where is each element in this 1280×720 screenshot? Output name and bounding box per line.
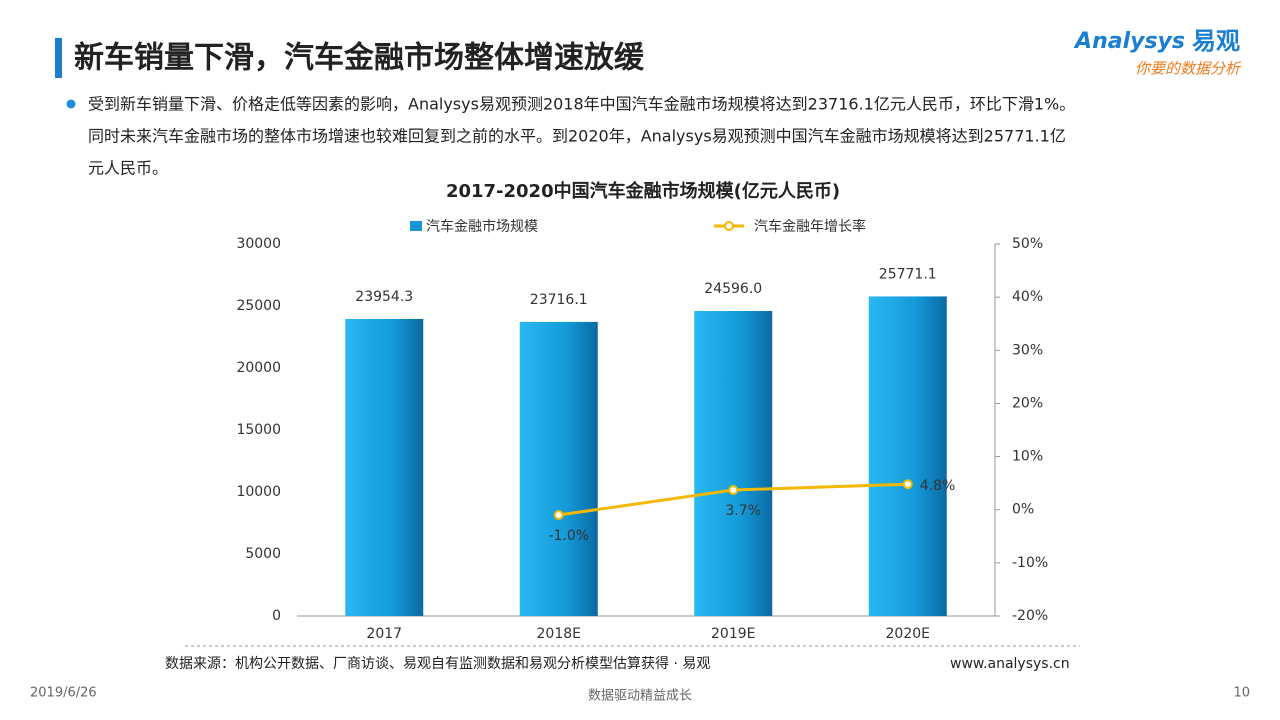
y2-tick-label: -20% [1012, 608, 1048, 624]
bullet-line: 受到新车销量下滑、价格走低等因素的影响，Analysys易观预测2018年中国汽… [88, 95, 1075, 114]
x-tick-label: 2018E [537, 626, 581, 642]
x-tick-label: 2017 [366, 626, 402, 642]
y2-tick-label: -10% [1012, 555, 1048, 571]
line-point [728, 485, 739, 496]
logo-brand-cn: 易观 [1192, 27, 1240, 55]
source-website: www.analysys.cn [950, 656, 1070, 672]
y-tick-label: 0 [272, 608, 281, 624]
logo-brand: Analysys [1073, 29, 1185, 54]
slide-title: 新车销量下滑，汽车金融市场整体增速放缓 [74, 41, 645, 76]
y2-tick-label: 20% [1012, 395, 1043, 411]
y-tick-label: 30000 [236, 236, 281, 252]
y2-tick-label: 0% [1012, 502, 1034, 518]
y-tick-label: 15000 [236, 422, 281, 438]
bar-value-label: 23954.3 [355, 289, 413, 305]
legend-label: 汽车金融市场规模 [426, 218, 538, 235]
bullet-dot [66, 99, 76, 109]
bullet-line: 同时未来汽车金融市场的整体市场增速也较难回复到之前的水平。到2020年，Anal… [88, 127, 1066, 146]
footer-slogan: 数据驱动精益成长 [588, 689, 692, 704]
y-tick-label: 10000 [236, 484, 281, 500]
bar [345, 318, 424, 616]
bar-value-label: 24596.0 [704, 281, 762, 297]
y2-tick-label: 30% [1012, 342, 1043, 358]
y-tick-label: 25000 [236, 298, 281, 314]
x-tick-label: 2019E [711, 626, 755, 642]
y-tick-label: 20000 [236, 360, 281, 376]
footer-date: 2019/6/26 [30, 686, 97, 701]
line-value-label: 4.8% [920, 478, 956, 494]
logo-slogan: 你要的数据分析 [1135, 60, 1242, 78]
bar [519, 321, 598, 616]
page-number: 10 [1233, 686, 1250, 701]
bar-value-label: 23716.1 [530, 292, 588, 308]
title-accent [55, 38, 62, 78]
y-tick-label: 5000 [245, 546, 281, 562]
line-value-label: -1.0% [548, 528, 589, 544]
bar-value-label: 25771.1 [879, 266, 937, 282]
chart-title: 2017-2020中国汽车金融市场规模(亿元人民币) [446, 180, 840, 202]
y2-tick-label: 50% [1012, 236, 1043, 252]
source-text: 数据来源：机构公开数据、厂商访谈、易观自有监测数据和易观分析模型估算获得 · 易… [165, 655, 710, 672]
line-point [553, 510, 564, 521]
line-value-label: 3.7% [725, 503, 761, 519]
legend-swatch [410, 221, 422, 231]
legend-swatch [724, 221, 734, 231]
y2-tick-label: 40% [1012, 289, 1043, 305]
y2-tick-label: 10% [1012, 449, 1043, 465]
x-tick-label: 2020E [886, 626, 930, 642]
legend-label: 汽车金融年增长率 [754, 218, 866, 235]
line-point [902, 479, 913, 490]
bar [868, 296, 947, 616]
bar [694, 311, 773, 616]
bullet-line: 元人民币。 [88, 159, 168, 178]
